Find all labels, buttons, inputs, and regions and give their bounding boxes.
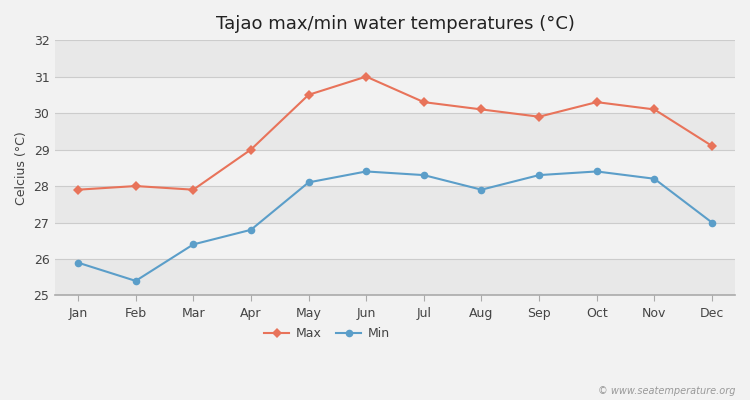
Bar	[55, 76, 735, 113]
Min	[419, 173, 428, 178]
Min	[477, 187, 486, 192]
Min	[131, 278, 140, 283]
Bar	[55, 186, 735, 222]
Max	[592, 100, 602, 104]
Title: Tajao max/min water temperatures (°C): Tajao max/min water temperatures (°C)	[215, 15, 574, 33]
Bar	[55, 150, 735, 186]
Min	[535, 173, 544, 178]
Max	[650, 107, 658, 112]
Min	[304, 180, 313, 185]
Max	[131, 184, 140, 188]
Max	[247, 147, 256, 152]
Max	[74, 187, 82, 192]
Max	[304, 92, 313, 97]
Min	[592, 169, 602, 174]
Min	[707, 220, 716, 225]
Y-axis label: Celcius (°C): Celcius (°C)	[15, 131, 28, 205]
Max	[189, 187, 198, 192]
Max	[707, 144, 716, 148]
Min	[247, 228, 256, 232]
Min	[74, 260, 82, 265]
Bar	[55, 222, 735, 259]
Line: Max: Max	[74, 73, 716, 193]
Max	[477, 107, 486, 112]
Bar	[55, 113, 735, 150]
Max	[535, 114, 544, 119]
Min	[650, 176, 658, 181]
Line: Min: Min	[74, 168, 716, 285]
Min	[362, 169, 370, 174]
Legend: Max, Min: Max, Min	[260, 322, 394, 346]
Max	[419, 100, 428, 104]
Max	[362, 74, 370, 79]
Bar	[55, 259, 735, 296]
Min	[189, 242, 198, 247]
Bar	[55, 40, 735, 76]
Text: © www.seatemperature.org: © www.seatemperature.org	[598, 386, 735, 396]
